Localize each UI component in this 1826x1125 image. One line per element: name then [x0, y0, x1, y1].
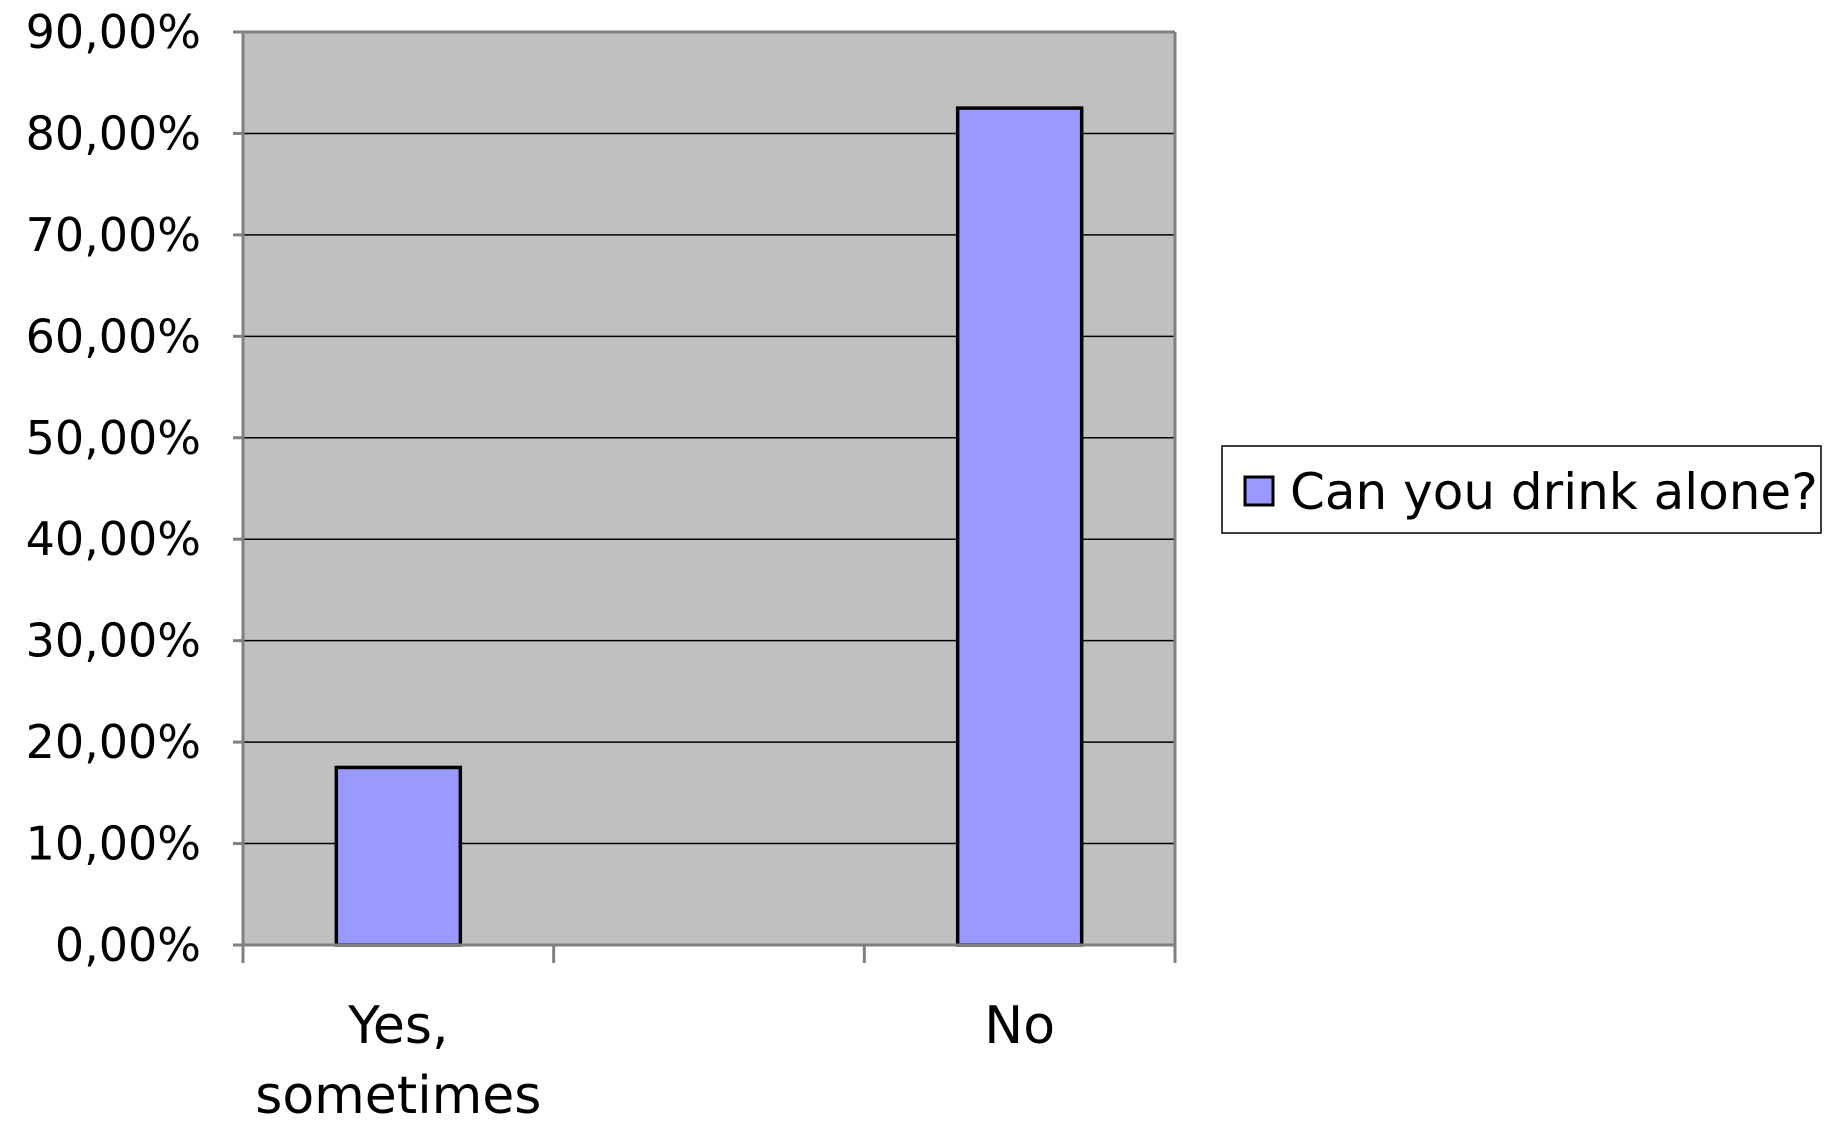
y-axis-tick-labels: 0,00% 10,00% 20,00% 30,00% 40,00% 50,00% 60,00…	[26, 5, 201, 972]
y-tick-label-9: 90,00%	[26, 5, 201, 59]
legend-label: Can you drink alone?	[1290, 463, 1818, 521]
x-tick-label-line-0-1: sometimes	[255, 1066, 541, 1125]
y-tick-label-6: 60,00%	[26, 309, 201, 363]
y-tick-label-4: 40,00%	[26, 512, 201, 566]
bar-1	[955, 106, 1084, 947]
y-tick-label-2: 20,00%	[26, 715, 201, 769]
legend-swatch	[1243, 475, 1275, 507]
y-tick-label-8: 80,00%	[26, 106, 201, 160]
axes	[233, 30, 1177, 963]
x-tick-label-1: No	[984, 996, 1055, 1056]
legend-box	[1221, 445, 1822, 534]
y-tick-label-7: 70,00%	[26, 208, 201, 262]
x-tick-label-line-0-0: Yes,	[347, 996, 448, 1056]
x-tick-label-line-1-0: No	[984, 996, 1055, 1056]
bars	[334, 106, 1084, 947]
x-axis-tick-labels: Yes, sometimes No	[255, 996, 1055, 1125]
y-tick-label-5: 50,00%	[26, 411, 201, 465]
y-tick-label-0: 0,00%	[55, 918, 201, 972]
y-tick-label-3: 30,00%	[26, 614, 201, 668]
x-tick-label-0: Yes, sometimes	[255, 996, 541, 1125]
bar-0	[334, 765, 463, 947]
y-tick-label-1: 10,00%	[26, 817, 201, 871]
legend: Can you drink alone?	[1221, 445, 1822, 534]
